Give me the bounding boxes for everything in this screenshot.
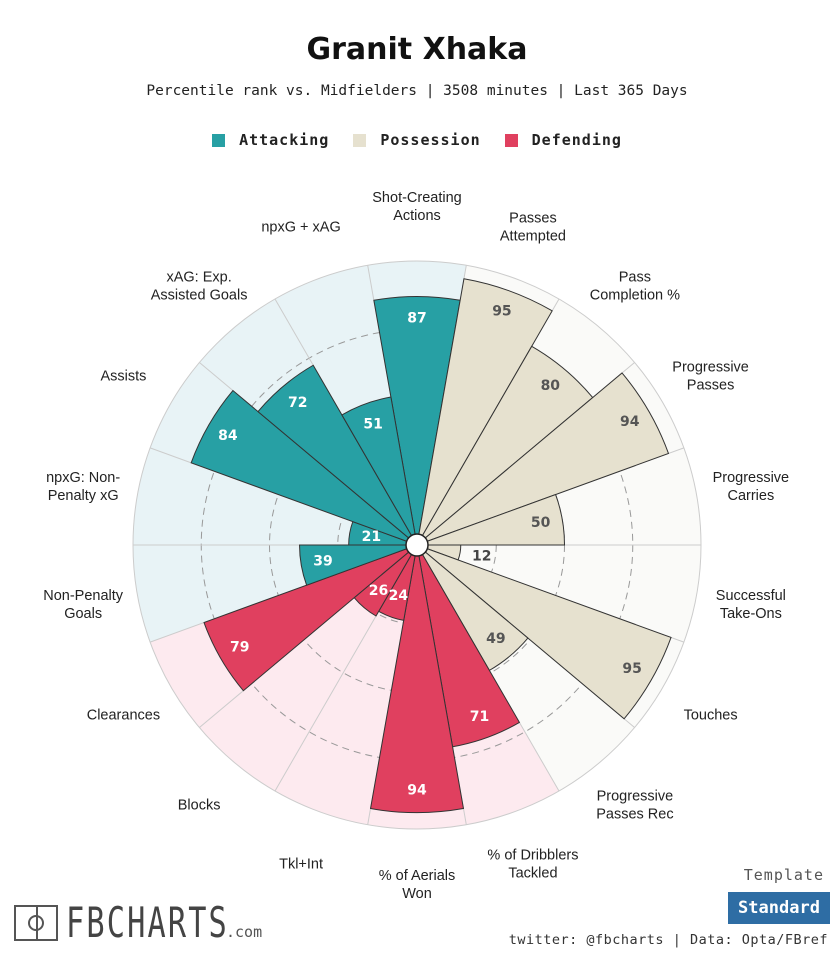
value-label: 26 [369,583,388,599]
legend-item-attacking: Attacking [212,131,329,149]
legend: Attacking Possession Defending [0,131,834,149]
metric-label: Tkl+Int [279,857,323,873]
value-label: 94 [407,783,427,799]
value-label: 72 [288,395,307,411]
value-label: 39 [313,554,332,570]
pitch-icon [14,905,58,941]
metric-label: Progressive Passes Rec [596,789,673,823]
legend-item-possession: Possession [353,131,480,149]
fbcharts-logo: FBCHARTS .com [14,898,292,947]
value-label: 94 [620,414,640,430]
legend-label-possession: Possession [380,131,481,149]
metric-label: npxG: Non-Penalty xG [46,470,120,504]
metric-label: % of Aerials Won [379,868,456,902]
legend-swatch-possession [353,133,367,147]
legend-swatch-defending [504,133,518,147]
legend-label-defending: Defending [531,131,622,149]
metric-label: Clearances [87,708,160,724]
template-label: Template [743,866,824,884]
metric-label: Shot-Creating Actions [372,190,461,224]
value-label: 51 [363,417,382,433]
metric-label: Successful Take-Ons [716,588,786,622]
metric-label: Blocks [178,798,221,814]
sector-background [133,447,407,545]
metric-label: Progressive Passes [672,360,749,394]
radar-metric-labels: Shot-Creating Actions Passes Attempted Pass C… [43,190,789,902]
value-label: 21 [362,529,381,545]
value-label: 50 [531,515,551,531]
value-label: 87 [407,310,426,326]
value-label: 84 [218,428,238,444]
chart-subtitle: Percentile rank vs. Midfielders | 3508 m… [146,83,688,99]
sector-background [275,554,416,825]
metric-label: Pass Completion % [590,269,680,303]
metric-label: % of Dribblers Tackled [487,848,578,882]
value-label: 71 [470,709,489,725]
radar-center-hub [405,533,429,557]
value-label: 80 [541,378,561,394]
metric-label: Touches [684,708,738,724]
value-label: 95 [622,661,641,677]
metric-label: xAG: Exp. Assisted Goals [151,269,248,303]
legend-label-attacking: Attacking [239,131,330,149]
metric-label: npxG + xAG [261,219,340,235]
value-label: 79 [230,639,249,655]
logo-suffix: .com [226,923,263,941]
sector-background [427,545,701,643]
logo-text: FBCHARTS [66,898,229,947]
legend-swatch-attacking [212,133,226,147]
metric-label: Non-Penalty Goals [43,588,124,622]
value-label: 95 [492,304,511,320]
template-standard-button[interactable]: Standard [728,892,830,924]
value-label: 49 [486,631,505,647]
metric-label: Passes Attempted [500,210,566,244]
metric-label: Assists [100,369,146,385]
metric-label: Progressive Carries [713,470,790,504]
value-label: 12 [472,548,491,564]
radar-bars [190,278,672,814]
legend-item-defending: Defending [504,131,622,149]
sector-background [199,552,412,791]
chart-title: Granit Xhaka [306,32,528,67]
value-label: 24 [389,588,409,604]
data-credit: twitter: @fbcharts | Data: Opta/FBref [508,932,828,948]
